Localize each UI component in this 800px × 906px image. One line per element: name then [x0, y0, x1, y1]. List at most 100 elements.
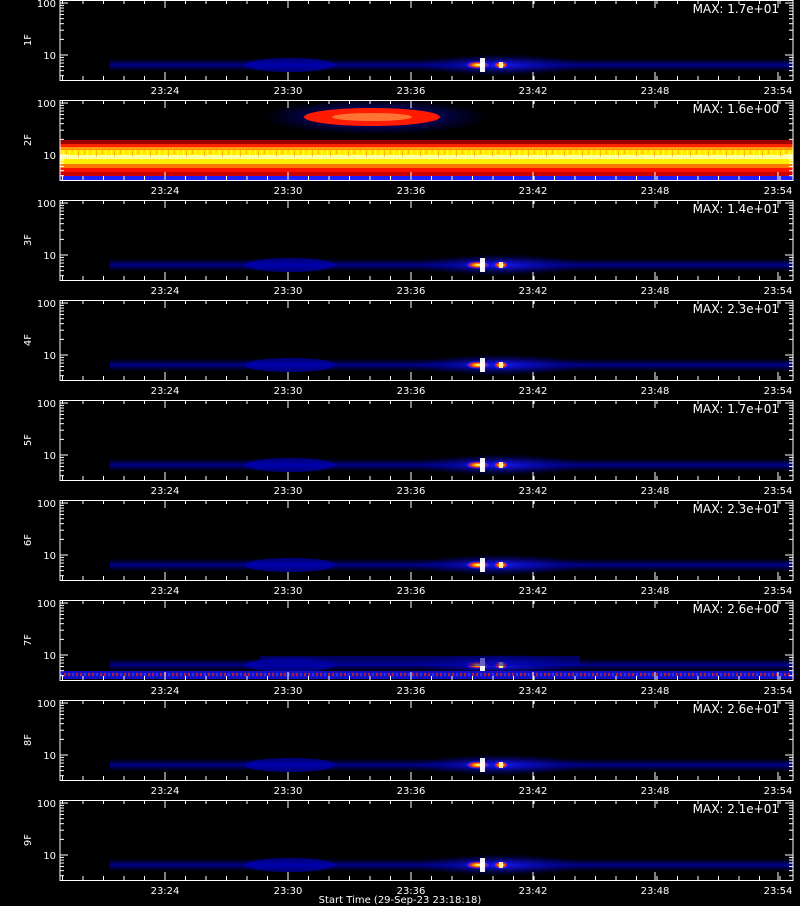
plot-frame	[59, 300, 794, 381]
max-value-label: MAX: 1.4e+01	[693, 202, 779, 216]
x-tick-label: 23:42	[519, 786, 548, 797]
x-tick-label: 23:24	[151, 586, 180, 597]
y-tick-label: 100	[37, 600, 56, 610]
spectrogram-panel-9F: 23:24 23:30 23:36 23:42 23:48 23:54 100 10 9F MAX…	[23, 800, 794, 897]
spectrogram-panel-4F: 23:24 23:30 23:36 23:42 23:48 23:54 100 10 4F MAX…	[23, 300, 794, 397]
max-value-label: MAX: 2.3e+01	[693, 502, 779, 516]
y-tick-label: 100	[37, 100, 56, 110]
y-tick-label: 10	[43, 551, 56, 562]
x-tick-label: 23:42	[519, 586, 548, 597]
x-tick-label: 23:24	[151, 786, 180, 797]
x-tick-label: 23:36	[397, 686, 426, 697]
burst-left	[465, 61, 491, 69]
y-axis-label: 1F	[23, 34, 34, 46]
x-tick-label: 23:30	[274, 86, 303, 97]
plot-frame	[59, 0, 794, 81]
max-value-label: MAX: 2.3e+01	[693, 302, 779, 316]
y-tick-label: 100	[37, 200, 56, 210]
x-tick-label: 23:30	[274, 686, 303, 697]
y-tick-label: 10	[43, 351, 56, 362]
x-tick-label: 23:36	[397, 386, 426, 397]
x-tick-label: 23:24	[151, 386, 180, 397]
plot-frame	[59, 600, 794, 681]
x-tick-label: 23:24	[151, 286, 180, 297]
y-tick-label: 10	[43, 851, 56, 862]
x-tick-label: 23:48	[641, 586, 670, 597]
max-value-label: MAX: 1.6e+00	[693, 102, 779, 116]
y-axis-label: 2F	[23, 134, 34, 146]
x-tick-label: 23:24	[151, 86, 180, 97]
max-value-label: MAX: 1.7e+01	[693, 2, 779, 16]
plot-frame	[59, 100, 794, 181]
x-tick-label: 23:36	[397, 786, 426, 797]
x-tick-label: 23:36	[397, 286, 426, 297]
spectrogram-panel-6F: 23:24 23:30 23:36 23:42 23:48 23:54 100 10 6F MAX…	[23, 500, 794, 597]
y-tick-label: 100	[37, 300, 56, 310]
noisy-band	[60, 671, 794, 679]
spectrogram-panel-8F: 23:24 23:30 23:36 23:42 23:48 23:54 100 10 8F MAX…	[23, 700, 794, 797]
y-tick-label: 10	[43, 151, 56, 162]
x-tick-label: 23:30	[274, 386, 303, 397]
x-tick-label: 23:48	[641, 286, 670, 297]
x-tick-label: 23:48	[641, 786, 670, 797]
y-tick-label: 10	[43, 51, 56, 62]
x-tick-label: 23:42	[519, 886, 548, 897]
x-tick-label: 23:24	[151, 186, 180, 197]
intense-band	[60, 140, 793, 180]
plot-frame	[59, 200, 794, 281]
x-tick-label: 23:42	[519, 386, 548, 397]
x-tick-label: 23:24	[151, 886, 180, 897]
x-tick-label: 23:54	[764, 286, 793, 297]
x-tick-label: 23:42	[519, 286, 548, 297]
x-tick-label: 23:30	[274, 486, 303, 497]
x-tick-label: 23:54	[764, 86, 793, 97]
x-tick-label: 23:30	[274, 786, 303, 797]
burst-left	[465, 561, 491, 569]
spectrogram-panel-7F: 23:24 23:30 23:36 23:42 23:48 23:54 100 10 7F MAX…	[23, 600, 794, 697]
y-tick-label: 100	[37, 0, 56, 10]
x-tick-label: 23:42	[519, 686, 548, 697]
x-tick-label: 23:48	[641, 886, 670, 897]
x-tick-label: 23:48	[641, 186, 670, 197]
max-value-label: MAX: 2.1e+01	[693, 802, 779, 816]
plot-frame	[59, 500, 794, 581]
x-tick-label: 23:24	[151, 486, 180, 497]
y-axis-label: 3F	[23, 234, 34, 246]
burst-left	[465, 861, 491, 869]
x-tick-label: 23:42	[519, 186, 548, 197]
y-tick-label: 100	[37, 500, 56, 510]
y-axis-label: 7F	[23, 634, 34, 646]
burst-left	[465, 761, 491, 769]
x-tick-label: 23:36	[397, 186, 426, 197]
x-tick-label: 23:54	[764, 486, 793, 497]
x-tick-label: 23:30	[274, 286, 303, 297]
x-tick-label: 23:48	[641, 386, 670, 397]
x-tick-label: 23:54	[764, 386, 793, 397]
plot-frame	[59, 700, 794, 781]
y-axis-label: 9F	[23, 834, 34, 846]
spectrogram-panel-2F: 23:24 23:30 23:36 23:42 23:48 23:54 100 10 2F MAX…	[23, 100, 794, 197]
plot-frame	[59, 800, 794, 881]
x-tick-label: 23:54	[764, 186, 793, 197]
x-tick-label: 23:42	[519, 86, 548, 97]
x-tick-label: 23:36	[397, 886, 426, 897]
plot-frame	[59, 400, 794, 481]
burst-left	[465, 261, 491, 269]
burst-left	[465, 361, 491, 369]
x-tick-label: 23:54	[764, 586, 793, 597]
x-tick-label: 23:30	[274, 886, 303, 897]
x-tick-label: 23:30	[274, 186, 303, 197]
y-axis-label: 5F	[23, 434, 34, 446]
x-tick-label: 23:48	[641, 86, 670, 97]
x-tick-label: 23:36	[397, 86, 426, 97]
spectrogram-panel-3F: 23:24 23:30 23:36 23:42 23:48 23:54 100 10 3F MAX…	[23, 200, 794, 297]
y-tick-label: 10	[43, 751, 56, 762]
x-tick-label: 23:24	[151, 686, 180, 697]
max-value-label: MAX: 1.7e+01	[693, 402, 779, 416]
x-tick-label: 23:36	[397, 586, 426, 597]
spectrogram-panel-5F: 23:24 23:30 23:36 23:42 23:48 23:54 100 10 5F MAX…	[23, 400, 794, 497]
y-axis-label: 6F	[23, 534, 34, 546]
x-tick-label: 23:42	[519, 486, 548, 497]
x-tick-label: 23:36	[397, 486, 426, 497]
